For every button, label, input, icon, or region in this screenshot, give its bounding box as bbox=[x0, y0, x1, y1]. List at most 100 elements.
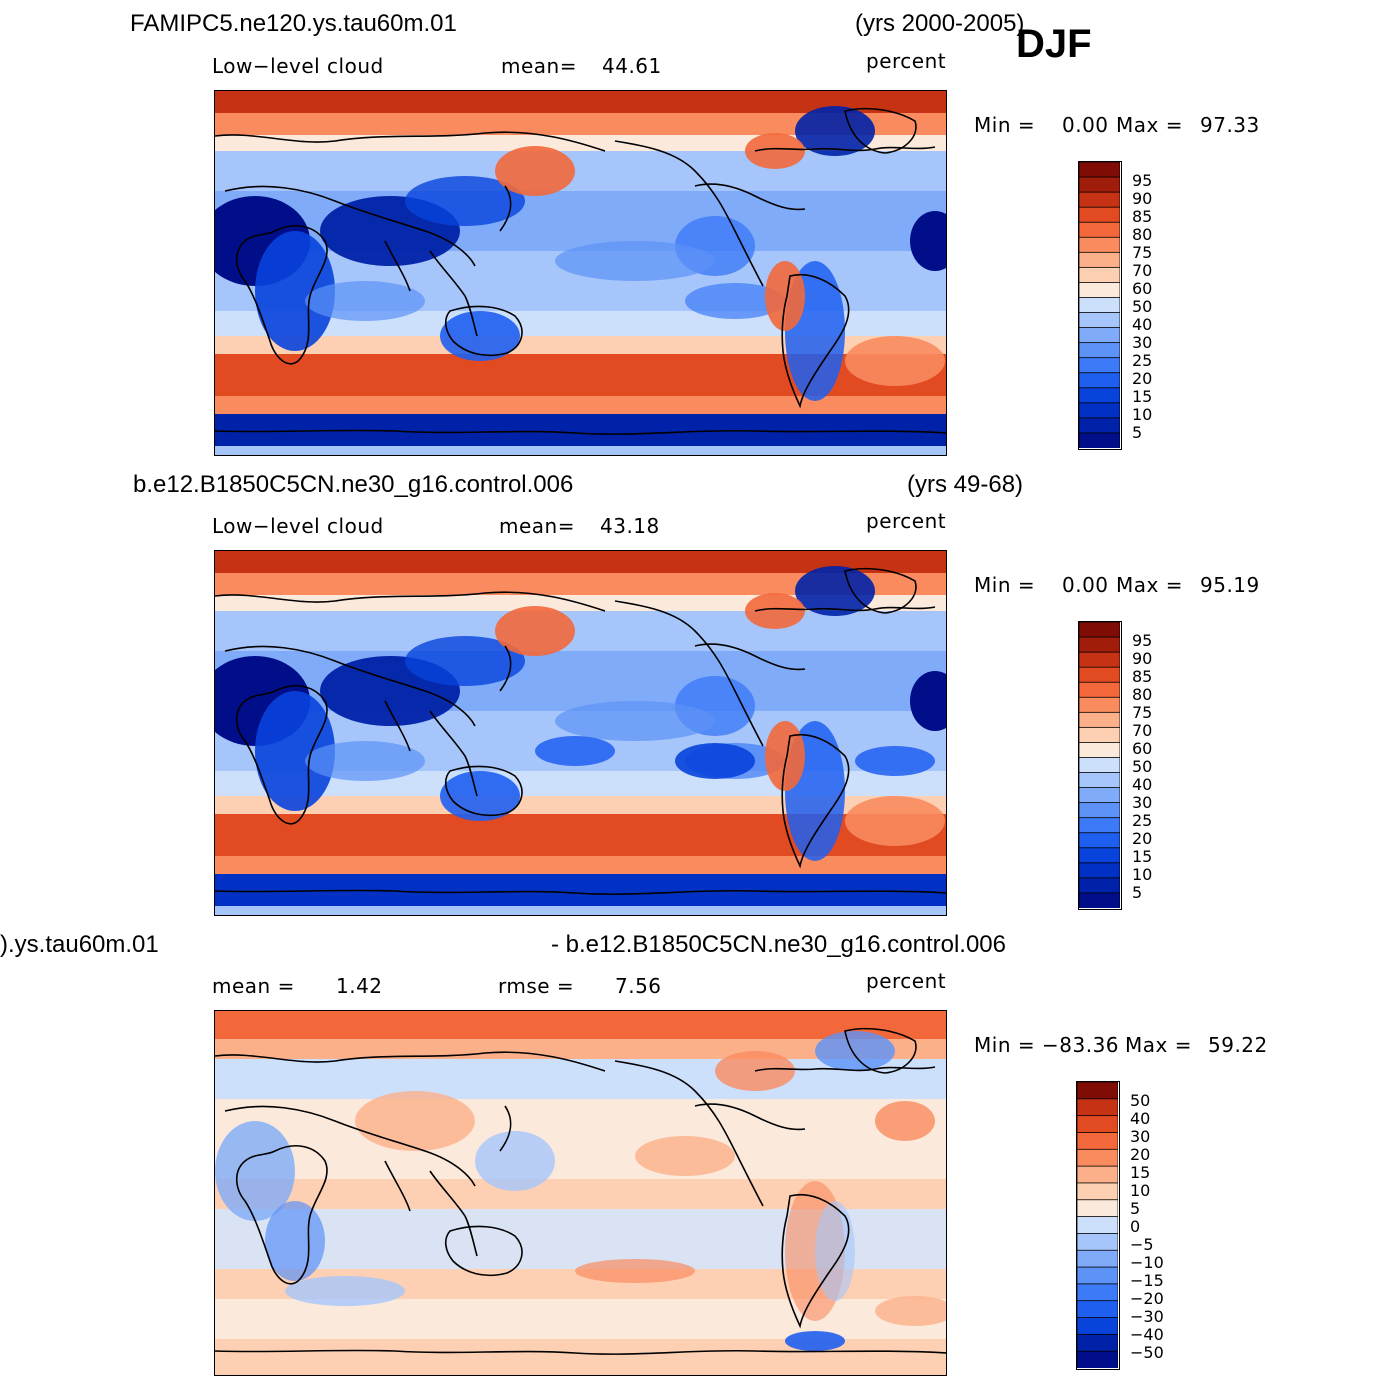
field-blob bbox=[795, 106, 875, 156]
colorbar-swatch bbox=[1078, 312, 1121, 329]
colorbar-tick-label: 30 bbox=[1130, 1127, 1151, 1146]
colorbar-tick-label: 75 bbox=[1132, 243, 1153, 262]
coastline bbox=[235, 685, 328, 825]
coastline bbox=[429, 1170, 478, 1257]
field-blob bbox=[875, 1296, 946, 1326]
colorbar-tick-label: −5 bbox=[1130, 1235, 1154, 1254]
colorbar-swatch bbox=[1078, 651, 1121, 669]
colorbar-swatch bbox=[1078, 251, 1121, 269]
field-blob bbox=[675, 743, 755, 779]
colorbar-tick-label: 60 bbox=[1132, 739, 1153, 758]
colorbar-swatch bbox=[1078, 696, 1121, 714]
colorbar-swatch bbox=[1076, 1350, 1119, 1369]
colorbar-tick-label: 40 bbox=[1132, 315, 1153, 334]
coastline bbox=[215, 591, 606, 612]
colorbar-swatch bbox=[1076, 1182, 1119, 1201]
colorbar-tick-label: 15 bbox=[1130, 1163, 1151, 1182]
colorbar-swatch bbox=[1078, 176, 1121, 194]
mean-label: mean= bbox=[501, 54, 577, 78]
field-blob bbox=[440, 311, 520, 361]
colorbar-tick-label: 30 bbox=[1132, 793, 1153, 812]
colorbar-tick-label: 50 bbox=[1132, 757, 1153, 776]
colorbar-swatch bbox=[1078, 892, 1121, 909]
map-plot bbox=[214, 90, 947, 456]
colorbar bbox=[1078, 161, 1122, 450]
colorbar-swatch bbox=[1076, 1266, 1119, 1285]
coastline bbox=[444, 305, 523, 357]
coastline bbox=[215, 131, 606, 152]
field-band bbox=[215, 906, 946, 915]
field-blob bbox=[495, 606, 575, 656]
mean-label: mean= bbox=[499, 514, 575, 538]
colorbar-swatch bbox=[1076, 1300, 1119, 1319]
field-blob bbox=[535, 736, 615, 766]
colorbar-tick-label: 0 bbox=[1130, 1217, 1141, 1236]
field-band bbox=[215, 796, 946, 814]
rmse-value: 7.56 bbox=[615, 974, 662, 998]
coastline bbox=[444, 765, 523, 817]
colorbar-tick-label: 15 bbox=[1132, 387, 1153, 406]
colorbar-tick-label: 10 bbox=[1132, 865, 1153, 884]
coastline bbox=[429, 250, 478, 337]
coastline bbox=[429, 710, 478, 797]
max-label: Max = bbox=[1125, 1033, 1192, 1057]
colorbar-tick-label: 20 bbox=[1132, 369, 1153, 388]
max-value: 59.22 bbox=[1208, 1033, 1268, 1057]
colorbar-swatch bbox=[1076, 1098, 1119, 1117]
colorbar-swatch bbox=[1078, 757, 1121, 774]
field-blob bbox=[875, 1101, 935, 1141]
colorbar-tick-label: 5 bbox=[1132, 423, 1143, 442]
field-blob bbox=[555, 701, 715, 741]
field-blob bbox=[910, 671, 946, 731]
colorbar-tick-label: 5 bbox=[1132, 883, 1143, 902]
field-blob bbox=[765, 721, 805, 791]
colorbar-swatch bbox=[1078, 681, 1121, 699]
field-blob bbox=[785, 1331, 845, 1351]
colorbar-swatch bbox=[1078, 432, 1121, 449]
colorbar-swatch bbox=[1078, 387, 1121, 404]
min-label: Min = bbox=[974, 573, 1036, 597]
field-band bbox=[215, 336, 946, 354]
years-label: - b.e12.B1850C5CN.ne30_g16.control.006 bbox=[551, 931, 1006, 958]
field-band bbox=[215, 1099, 946, 1179]
field-blob bbox=[440, 771, 520, 821]
field-blob bbox=[305, 281, 425, 321]
colorbar-tick-label: 80 bbox=[1132, 225, 1153, 244]
colorbar-tick-label: −30 bbox=[1130, 1307, 1164, 1326]
colorbar bbox=[1076, 1081, 1120, 1370]
years-label: (yrs 2000-2005) bbox=[855, 10, 1025, 37]
colorbar-swatch bbox=[1076, 1165, 1119, 1184]
field-blob bbox=[405, 176, 525, 226]
coastline bbox=[781, 733, 850, 869]
colorbar-swatch bbox=[1078, 726, 1121, 744]
colorbar-swatch bbox=[1078, 282, 1121, 299]
coastline bbox=[235, 1145, 328, 1285]
colorbar-tick-label: 25 bbox=[1132, 351, 1153, 370]
field-blob bbox=[815, 1031, 895, 1071]
colorbar-swatch bbox=[1076, 1199, 1119, 1218]
colorbar-tick-label: 85 bbox=[1132, 667, 1153, 686]
colorbar-swatch bbox=[1076, 1283, 1119, 1302]
colorbar-swatch bbox=[1078, 236, 1121, 254]
coastline bbox=[844, 107, 917, 154]
coastline bbox=[224, 1105, 476, 1187]
rmse-label: rmse = bbox=[498, 974, 575, 998]
coastline bbox=[235, 225, 328, 365]
mean-value: 43.18 bbox=[600, 514, 660, 538]
colorbar-swatch bbox=[1078, 742, 1121, 759]
map-plot bbox=[214, 550, 947, 916]
field-blob bbox=[265, 1201, 325, 1281]
coastline bbox=[499, 185, 512, 232]
colorbar-tick-label: −40 bbox=[1130, 1325, 1164, 1344]
colorbar-tick-label: 60 bbox=[1132, 279, 1153, 298]
colorbar-tick-label: 5 bbox=[1130, 1199, 1141, 1218]
mean-label: mean = bbox=[212, 974, 295, 998]
coastline bbox=[694, 643, 806, 671]
coastline bbox=[844, 1027, 917, 1074]
colorbar-tick-label: 20 bbox=[1132, 829, 1153, 848]
field-blob bbox=[685, 283, 785, 319]
colorbar-swatch bbox=[1078, 161, 1121, 178]
field-band bbox=[215, 573, 946, 595]
colorbar-swatch bbox=[1078, 862, 1121, 879]
field-band bbox=[215, 611, 946, 651]
